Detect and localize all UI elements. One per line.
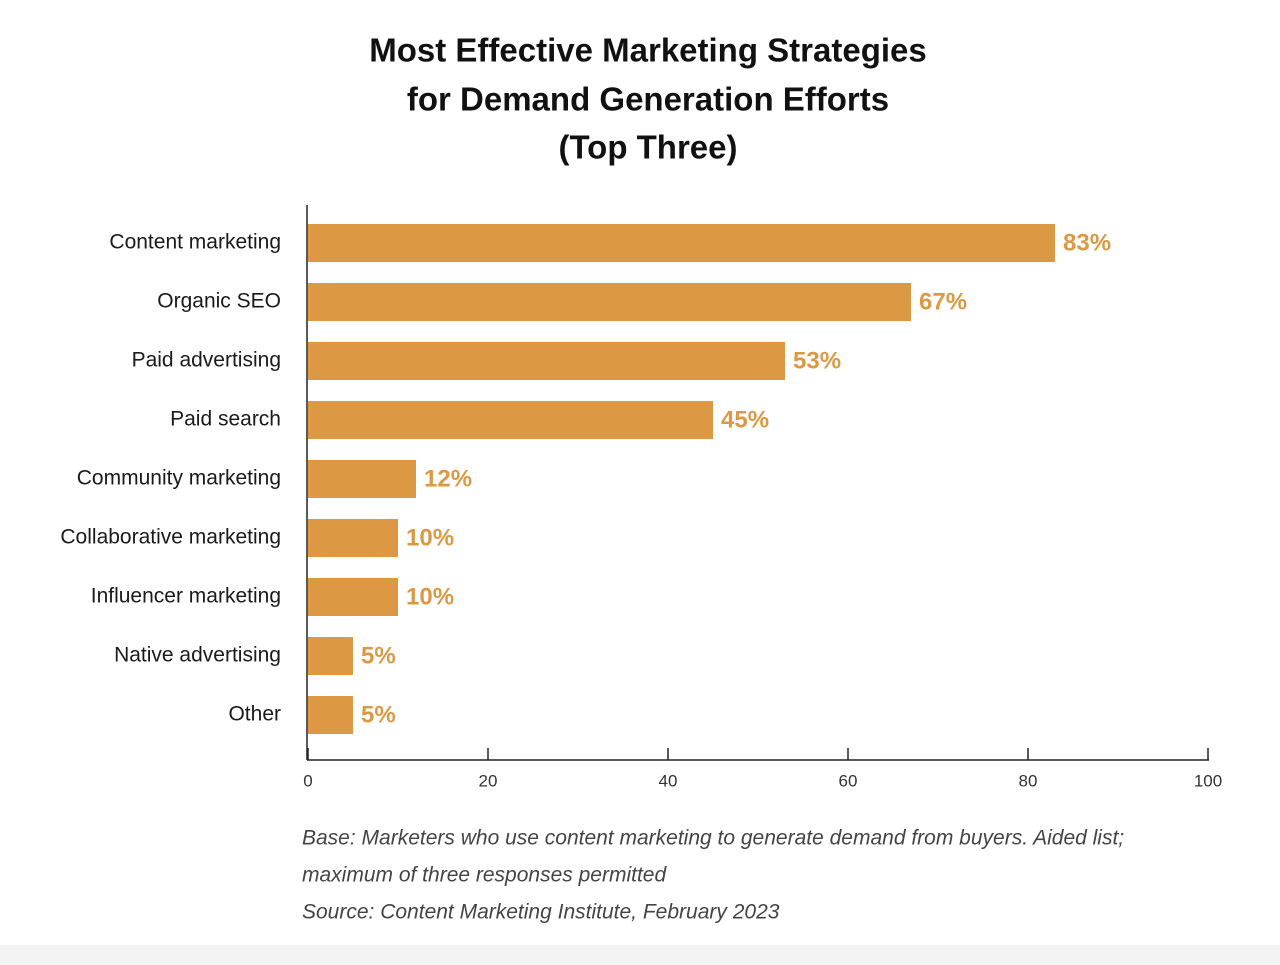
value-label: 83% xyxy=(1063,229,1111,256)
category-label: Influencer marketing xyxy=(91,585,281,608)
chart-title: for Demand Generation Efforts xyxy=(407,81,889,118)
footnote: Base: Marketers who use content marketin… xyxy=(302,827,1124,850)
bar xyxy=(308,696,353,734)
bottom-band xyxy=(0,945,1280,965)
category-label: Content marketing xyxy=(109,231,281,254)
bar xyxy=(308,519,398,557)
x-tick-label: 80 xyxy=(1019,771,1038,790)
x-tick-label: 20 xyxy=(479,771,498,790)
footnote: Source: Content Marketing Institute, Feb… xyxy=(302,901,780,924)
category-label: Paid search xyxy=(170,408,281,431)
x-tick-label: 0 xyxy=(303,771,312,790)
bar xyxy=(308,283,911,321)
category-label: Organic SEO xyxy=(157,290,281,313)
value-label: 10% xyxy=(406,524,454,551)
category-label: Collaborative marketing xyxy=(60,526,281,549)
x-tick-label: 60 xyxy=(839,771,858,790)
bar xyxy=(308,460,416,498)
x-tick-label: 40 xyxy=(659,771,678,790)
category-label: Paid advertising xyxy=(132,349,281,372)
footnote: maximum of three responses permitted xyxy=(302,864,667,887)
bar xyxy=(308,401,713,439)
category-label: Native advertising xyxy=(114,644,281,667)
bar xyxy=(308,342,785,380)
chart-subtitle: (Top Three) xyxy=(558,129,737,166)
bar xyxy=(308,637,353,675)
bar xyxy=(308,224,1055,262)
value-label: 5% xyxy=(361,642,396,669)
category-label: Other xyxy=(228,703,281,726)
bar xyxy=(308,578,398,616)
value-label: 12% xyxy=(424,465,472,492)
value-label: 53% xyxy=(793,347,841,374)
value-label: 10% xyxy=(406,583,454,610)
chart-title: Most Effective Marketing Strategies xyxy=(369,32,927,69)
category-label: Community marketing xyxy=(77,467,281,490)
x-tick-label: 100 xyxy=(1194,771,1222,790)
value-label: 45% xyxy=(721,406,769,433)
value-label: 67% xyxy=(919,288,967,315)
value-label: 5% xyxy=(361,701,396,728)
